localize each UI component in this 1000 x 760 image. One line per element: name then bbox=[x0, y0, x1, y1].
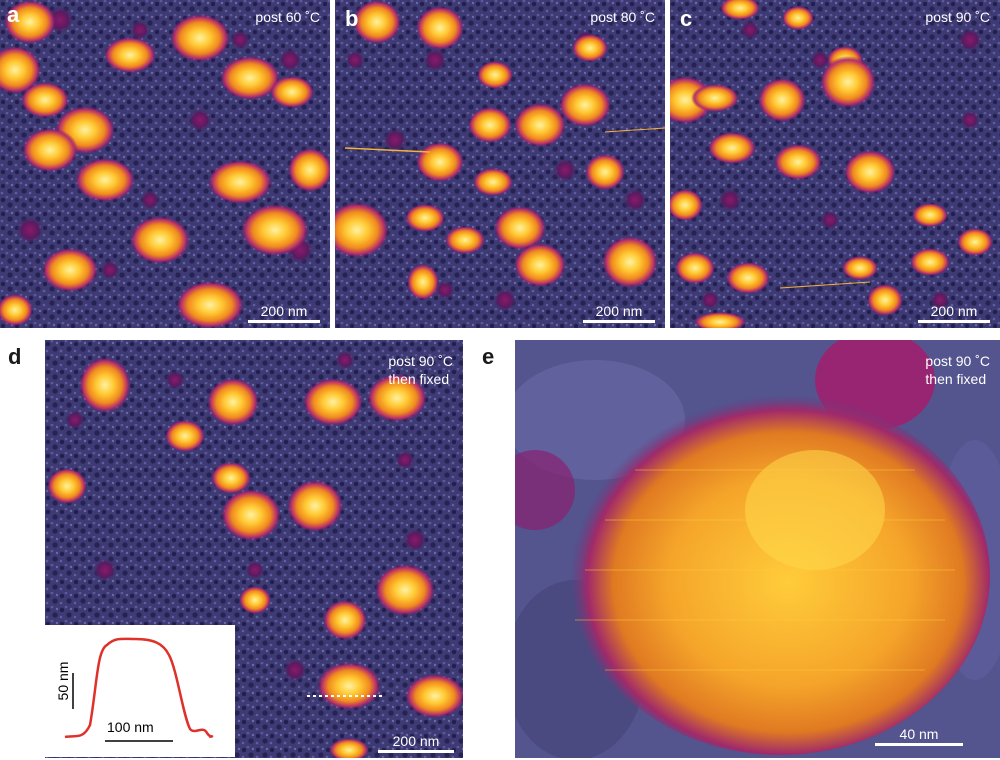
scale-label-a: 200 nm bbox=[260, 303, 308, 319]
scale-line-d bbox=[378, 750, 454, 753]
scale-bar-e: 40 nm bbox=[875, 726, 963, 746]
condition-a: post 60 ˚C bbox=[255, 9, 320, 25]
scale-label-c: 200 nm bbox=[930, 303, 978, 319]
condition-e-line1: post 90 ˚C bbox=[925, 353, 990, 369]
scale-bar-d: 200 nm bbox=[378, 733, 454, 753]
scale-bar-a: 200 nm bbox=[248, 303, 320, 323]
height-profile-inset: 50 nm 100 nm bbox=[45, 625, 235, 757]
scale-bar-b: 200 nm bbox=[583, 303, 655, 323]
scale-label-d: 200 nm bbox=[392, 733, 440, 749]
condition-d: post 90 ˚C then fixed bbox=[388, 352, 453, 388]
scale-label-e: 40 nm bbox=[899, 726, 939, 742]
scale-line-c bbox=[918, 320, 990, 323]
condition-d-line2: then fixed bbox=[388, 371, 450, 387]
panel-c: c post 90 ˚C 200 nm bbox=[670, 0, 1000, 328]
panel-label-d: d bbox=[8, 344, 22, 369]
scale-label-b: 200 nm bbox=[595, 303, 643, 319]
inset-x-scale-label: 100 nm bbox=[107, 719, 154, 735]
scale-line-e bbox=[875, 743, 963, 746]
condition-d-line1: post 90 ˚C bbox=[388, 353, 453, 369]
height-profile-curve bbox=[64, 637, 214, 739]
panel-label-e: e bbox=[482, 344, 495, 369]
scale-line-a bbox=[248, 320, 320, 323]
panel-b: b post 80 ˚C 200 nm bbox=[335, 0, 665, 328]
scale-bar-c: 200 nm bbox=[918, 303, 990, 323]
inset-y-scale-label: 50 nm bbox=[55, 661, 71, 701]
scale-line-b bbox=[583, 320, 655, 323]
condition-e: post 90 ˚C then fixed bbox=[925, 352, 990, 388]
height-profile-plot bbox=[64, 637, 214, 742]
condition-c: post 90 ˚C bbox=[925, 9, 990, 25]
condition-b: post 80 ˚C bbox=[590, 9, 655, 25]
panel-label-c: c bbox=[680, 6, 693, 31]
panel-a: a post 60 ˚C 200 nm bbox=[0, 0, 330, 328]
afm-image-e bbox=[515, 340, 1000, 758]
panel-label-a: a bbox=[7, 2, 20, 27]
afm-image-c bbox=[670, 0, 1000, 328]
panel-label-b: b bbox=[345, 6, 359, 31]
afm-image-b bbox=[335, 0, 665, 328]
panel-e: post 90 ˚C then fixed 40 nm bbox=[515, 340, 1000, 758]
afm-image-a bbox=[0, 0, 330, 328]
condition-e-line2: then fixed bbox=[925, 371, 987, 387]
